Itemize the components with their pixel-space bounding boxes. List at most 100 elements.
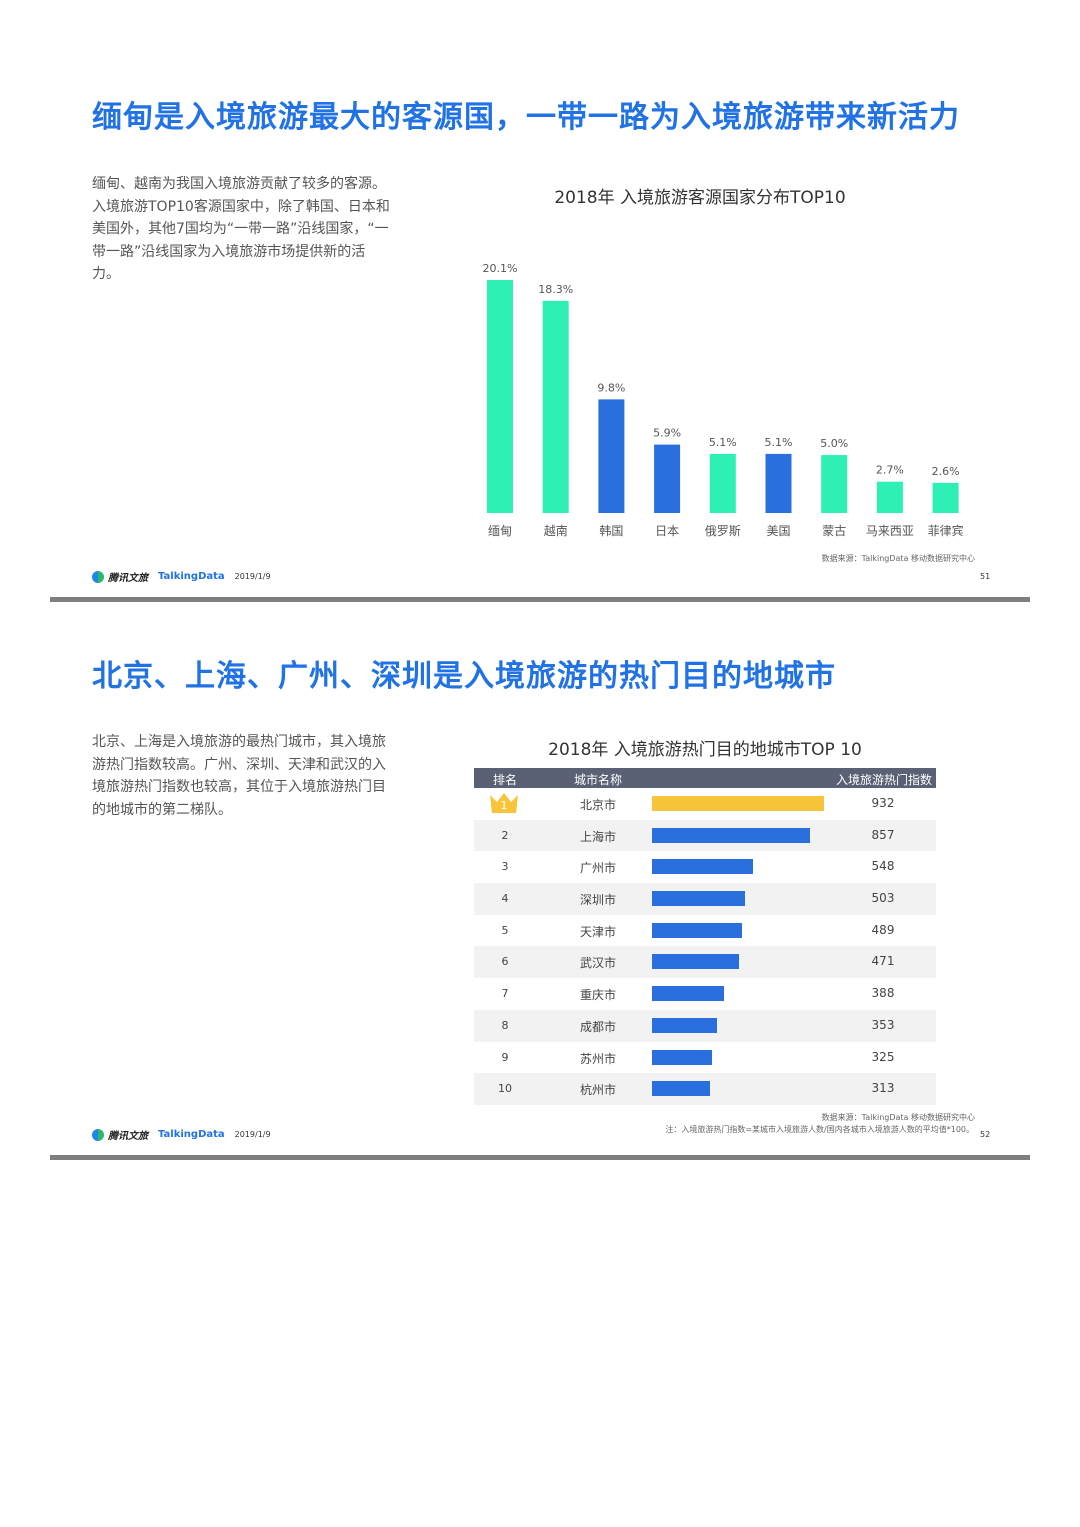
index-value: 503	[871, 891, 895, 906]
ranking-table: 排名 城市名称 入境旅游热门指数 1 北京市 932 2 上海市 857 3 广州市 548 4 深…	[474, 768, 936, 1105]
col-rank: 排名	[492, 773, 517, 787]
table-row: 2 上海市 857	[474, 819, 936, 852]
city-cell: 重庆市	[579, 988, 616, 1003]
rank-cell: 8	[501, 1018, 509, 1032]
x-tick-label: 越南	[544, 523, 568, 538]
bar-美国	[765, 453, 792, 513]
table-row: 6 武汉市 471	[474, 946, 936, 979]
index-value: 353	[871, 1017, 895, 1032]
rank-cell: 6	[501, 955, 509, 969]
city-cell: 杭州市	[579, 1083, 616, 1098]
bar-value-label: 2.7%	[876, 464, 904, 477]
bar-value-label: 5.9%	[653, 427, 681, 440]
index-value: 548	[871, 859, 895, 874]
bar-缅甸	[487, 280, 513, 513]
rank-cell: 3	[501, 860, 509, 874]
table-row: 7 重庆市 388	[474, 978, 936, 1010]
rank-cell: 4	[501, 892, 509, 906]
index-bar	[652, 859, 754, 875]
footer: 腾讯文旅 TalkingData 2019/1/9	[92, 569, 271, 584]
x-tick-label: 俄罗斯	[705, 524, 741, 538]
slide-description: 缅甸、越南为我国入境旅游贡献了较多的客源。入境旅游TOP10客源国家中，除了韩国…	[92, 176, 390, 282]
table-note: 注：入境旅游热门指数=某城市入境旅游人数/国内各城市入境旅游人数的平均值*100…	[665, 1125, 974, 1134]
index-value: 857	[871, 827, 895, 842]
slide-52: 北京、上海、广州、深圳是入境旅游的热门目的地城市 北京、上海是入境旅游的最热门城…	[50, 603, 1030, 1163]
logo-icon	[92, 570, 104, 583]
x-tick-label: 日本	[655, 524, 679, 538]
index-bar	[652, 922, 743, 938]
index-bar	[652, 954, 739, 970]
data-source: 数据来源：TalkingData 移动数据研究中心	[821, 1113, 975, 1122]
tencent-logo: 腾讯文旅	[92, 569, 148, 584]
index-bar	[652, 1017, 718, 1033]
bar-value-label: 5.0%	[820, 437, 848, 450]
rank-cell: 10	[498, 1082, 512, 1096]
footer-date: 2019/1/9	[234, 1130, 271, 1139]
index-value: 313	[871, 1081, 895, 1096]
index-value: 388	[871, 986, 895, 1001]
bar-value-label: 20.1%	[483, 262, 518, 275]
crown-icon: 1	[490, 793, 518, 813]
brand1-label: 腾讯文旅	[108, 1131, 148, 1142]
table-body: 1 北京市 932 2 上海市 857 3 广州市 548 4 深圳市 503 5 天津市 489 6 武汉市 4…	[474, 788, 936, 1105]
x-tick-label: 蒙古	[822, 523, 846, 538]
talkingdata-logo: TalkingData	[158, 571, 225, 582]
brand1-label: 腾讯文旅	[108, 573, 148, 584]
page-number: 52	[980, 1130, 991, 1139]
tencent-logo: 腾讯文旅	[92, 1127, 148, 1142]
x-tick-label: 菲律宾	[928, 523, 964, 538]
bar-value-label: 5.1%	[765, 436, 793, 449]
index-bar	[652, 891, 745, 907]
slide-description: 北京、上海是入境旅游的最热门城市，其入境旅游热门指数较高。广州、深圳、天津和武汉…	[92, 734, 386, 818]
index-value: 489	[871, 922, 895, 937]
bar-越南	[542, 300, 569, 513]
bar-value-label: 2.6%	[932, 465, 960, 478]
bar-马来西亚	[876, 481, 903, 513]
rank-cell: 5	[501, 923, 509, 937]
x-tick-label: 韩国	[599, 523, 623, 538]
bar-蒙古	[821, 455, 848, 513]
svg-text:1: 1	[501, 799, 508, 812]
city-cell: 天津市	[579, 924, 616, 939]
bar-value-label: 18.3%	[538, 283, 573, 296]
city-cell: 苏州市	[579, 1051, 616, 1066]
x-tick-label: 缅甸	[488, 524, 512, 538]
x-tick-label: 美国	[766, 524, 790, 538]
bar-value-label: 5.1%	[709, 436, 737, 449]
index-value: 325	[871, 1049, 895, 1064]
city-cell: 武汉市	[579, 956, 616, 971]
city-cell: 深圳市	[579, 893, 616, 908]
slide-51: 缅甸是入境旅游最大的客源国，一带一路为入境旅游带来新活力 缅甸、越南为我国入境旅…	[50, 0, 1030, 603]
table-row: 8 成都市 353	[474, 1009, 936, 1042]
city-cell: 北京市	[579, 798, 616, 812]
index-bar	[652, 796, 824, 811]
x-tick-label: 马来西亚	[866, 524, 914, 538]
rank-cell: 7	[501, 987, 509, 1001]
footer-date: 2019/1/9	[234, 572, 271, 581]
slide-divider	[50, 1155, 1030, 1160]
talkingdata-logo: TalkingData	[158, 1129, 225, 1140]
table-row: 9 苏州市 325	[474, 1042, 936, 1074]
table-row: 5 天津市 489	[474, 915, 936, 947]
slide-title: 缅甸是入境旅游最大的客源国，一带一路为入境旅游带来新活力	[92, 100, 960, 135]
table-title: 2018年 入境旅游热门目的地城市TOP 10	[548, 740, 862, 760]
rank-cell: 2	[501, 828, 509, 842]
bar-韩国	[598, 399, 625, 513]
table-row: 4 深圳市 503	[474, 883, 936, 915]
slide-title: 北京、上海、广州、深圳是入境旅游的热门目的地城市	[92, 659, 836, 694]
col-index: 入境旅游热门指数	[835, 773, 932, 787]
index-bar	[652, 986, 724, 1002]
chart-title: 2018年 入境旅游客源国家分布TOP10	[554, 188, 846, 208]
data-source: 数据来源：TalkingData 移动数据研究中心	[821, 554, 975, 563]
table-row: 10 杭州市 313	[474, 1073, 936, 1105]
index-value: 932	[871, 796, 895, 810]
index-value: 471	[871, 954, 895, 969]
footer: 腾讯文旅 TalkingData 2019/1/9	[92, 1127, 271, 1142]
bar-日本	[654, 444, 681, 513]
bar-俄罗斯	[709, 453, 736, 513]
table-row: 3 广州市 548	[474, 851, 936, 883]
rank-cell: 9	[501, 1050, 509, 1064]
col-city: 城市名称	[573, 773, 622, 787]
city-cell: 广州市	[579, 861, 616, 876]
index-bar	[652, 1081, 710, 1097]
